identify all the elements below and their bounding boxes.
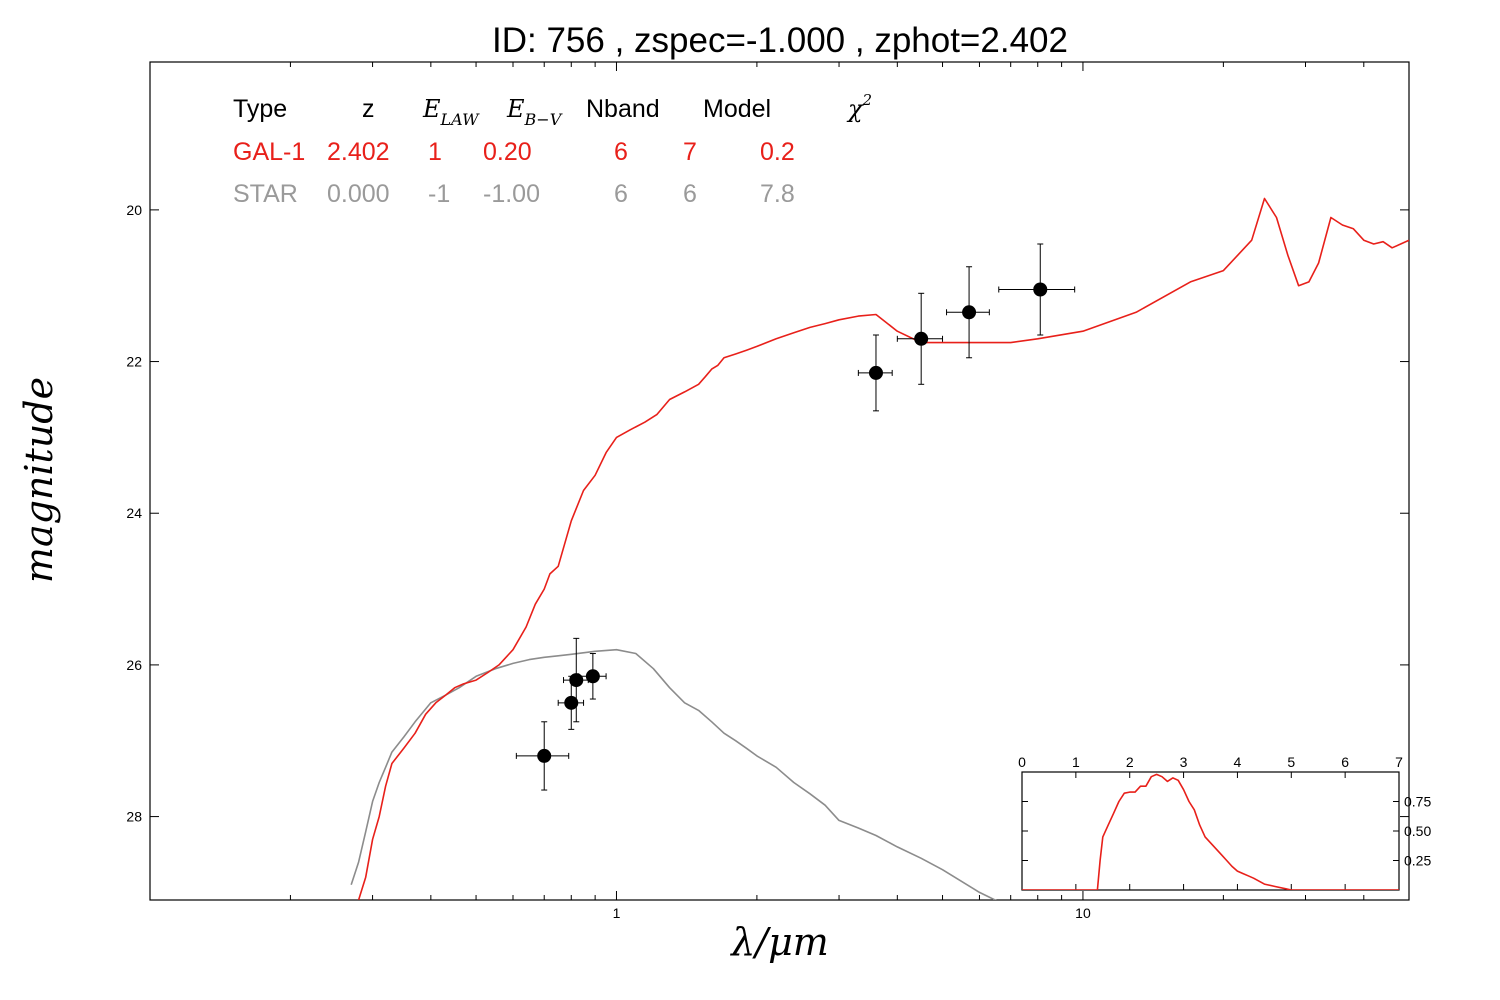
table-header-model: Model <box>703 95 771 123</box>
table-cell: 0.20 <box>483 138 532 166</box>
data-marker <box>564 695 579 710</box>
inset-x-tick-label: 3 <box>1180 754 1188 770</box>
photometry-point <box>998 243 1076 336</box>
table-header-elaw: ELAW <box>422 95 480 129</box>
table-cell: 7.8 <box>760 180 795 208</box>
y-tick-label: 26 <box>126 657 142 673</box>
data-marker <box>537 748 552 763</box>
inset-x-tick-label: 6 <box>1341 754 1349 770</box>
gal-model-line <box>357 197 1409 900</box>
inset-pdf: 0 1 2 3 4 5 6 7 0.25 0.50 0.75 <box>1018 754 1431 891</box>
photometry-point <box>563 637 589 723</box>
photometry-point <box>896 292 944 385</box>
inset-y-tick-label: 0.25 <box>1404 853 1431 869</box>
inset-x-tick-label: 7 <box>1395 754 1403 770</box>
photometry-point <box>515 721 570 791</box>
x-tick-label: 10 <box>1075 905 1091 921</box>
inset-series <box>1022 773 1399 890</box>
table-cell: 1 <box>428 138 442 166</box>
table-cell: 6 <box>614 180 628 208</box>
table-header-nband: Nband <box>586 95 660 123</box>
data-marker <box>962 305 977 320</box>
inset-x-tick-label: 1 <box>1072 754 1080 770</box>
inset-x-tick-label: 0 <box>1018 754 1026 770</box>
inset-x-tick-label: 4 <box>1234 754 1242 770</box>
photometry-point <box>946 266 990 359</box>
table-cell: 0.2 <box>760 138 795 166</box>
y-tick-label: 22 <box>126 354 142 370</box>
table-header-z: z <box>362 95 375 123</box>
inset-y-tick-label: 0.75 <box>1404 794 1431 810</box>
table-cell: -1.00 <box>483 180 540 208</box>
y-tick-label: 20 <box>126 202 142 218</box>
table-cell: STAR <box>233 180 298 208</box>
inset-y-tick-label: 0.50 <box>1404 823 1431 839</box>
data-marker <box>1033 282 1048 297</box>
inset-frame <box>1021 771 1400 891</box>
photometry-point <box>857 334 893 412</box>
star-model-line <box>350 648 997 900</box>
photometry-point <box>557 675 585 730</box>
table-cell: 7 <box>683 138 697 166</box>
photometry-point <box>578 653 607 700</box>
main-plot-frame <box>149 61 1410 901</box>
fit-table: Type z ELAW EB−V Nband Model χ2 GAL-1 2.4… <box>233 91 872 208</box>
table-cell: 6 <box>683 180 697 208</box>
inset-x-tick-label: 5 <box>1287 754 1295 770</box>
table-header-ebv: EB−V <box>506 95 563 129</box>
data-marker <box>569 673 584 688</box>
y-tick-label: 24 <box>126 505 142 521</box>
y-tick-label: 28 <box>126 809 142 825</box>
table-header-type: Type <box>233 95 287 123</box>
pdf-z-line <box>1022 773 1399 890</box>
inset-x-tick-label: 2 <box>1126 754 1134 770</box>
table-cell: 0.000 <box>327 180 390 208</box>
main-plot-series <box>350 197 1409 900</box>
table-cell: 2.402 <box>327 138 390 166</box>
table-cell: 6 <box>614 138 628 166</box>
data-marker <box>868 365 883 380</box>
data-marker <box>914 331 929 346</box>
figure-title: ID: 756 , zspec=-1.000 , zphot=2.402 <box>492 21 1068 60</box>
data-marker <box>585 669 600 684</box>
table-cell: -1 <box>428 180 450 208</box>
x-axis-label: λ/μm <box>729 920 829 964</box>
table-cell: GAL-1 <box>233 138 305 166</box>
inset-axis-ticks: 0 1 2 3 4 5 6 7 0.25 0.50 0.75 <box>1018 754 1431 890</box>
x-tick-label: 1 <box>613 905 621 921</box>
y-axis-label: magnitude <box>17 377 61 583</box>
table-header-chi2: χ2 <box>846 91 872 123</box>
